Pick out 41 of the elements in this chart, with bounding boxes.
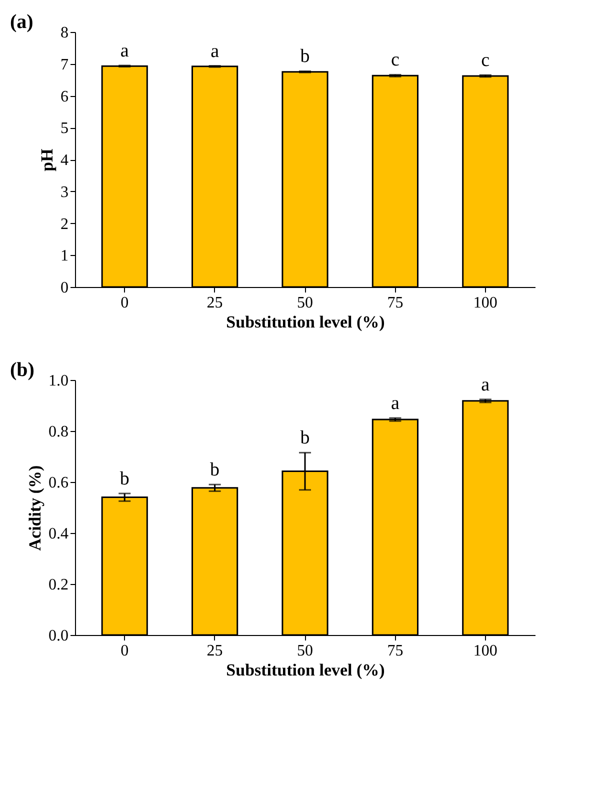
x-tick-label: 100 [473, 642, 498, 660]
y-tick-label: 6 [60, 88, 68, 106]
chart-title: (a) [10, 11, 34, 33]
annotation: c [481, 50, 490, 72]
y-tick-label: 0 [60, 280, 68, 296]
y-tick-label: 1.0 [48, 372, 68, 390]
annotation: b [300, 428, 310, 449]
y-tick-label: 0.0 [48, 628, 68, 644]
y-tick-label: 0.8 [48, 424, 68, 440]
x-tick-label: 25 [206, 642, 223, 660]
y-tick-label: 7 [60, 56, 68, 74]
annotation: b [300, 46, 310, 68]
chart-title: (b) [10, 359, 34, 381]
annotation: a [120, 40, 130, 62]
x-tick-label: 50 [297, 642, 313, 660]
x-tick-label: 0 [120, 642, 129, 660]
annotation: a [390, 392, 400, 414]
x-tick-label: 75 [387, 294, 404, 312]
x-axis-title: Substitution level (%) [226, 660, 385, 680]
annotation: b [210, 460, 220, 481]
x-tick-label: 100 [473, 294, 498, 312]
y-tick-label: 0.2 [48, 576, 68, 594]
y-tick-label: 8 [60, 24, 68, 42]
annotation: a [210, 40, 220, 62]
y-tick-label: 0.6 [48, 474, 68, 492]
annotation: a [481, 374, 490, 396]
annotation: b [120, 468, 130, 490]
y-tick-label: 5 [60, 120, 68, 138]
y-tick-label: 4 [60, 152, 68, 169]
annotation: c [390, 50, 400, 71]
x-axis-title: Substitution level (%) [226, 312, 385, 332]
y-axis-title: pH [38, 148, 56, 172]
x-tick-label: 25 [206, 294, 223, 312]
x-tick-label: 75 [387, 642, 404, 660]
y-tick-label: 3 [60, 184, 68, 201]
x-tick-label: 50 [297, 294, 313, 312]
x-tick-label: 0 [120, 294, 129, 312]
y-tick-label: 2 [60, 216, 68, 233]
y-axis-title: Acidity (%) [26, 465, 44, 551]
y-tick-label: 1 [60, 248, 68, 265]
y-tick-label: 0.4 [48, 526, 68, 542]
